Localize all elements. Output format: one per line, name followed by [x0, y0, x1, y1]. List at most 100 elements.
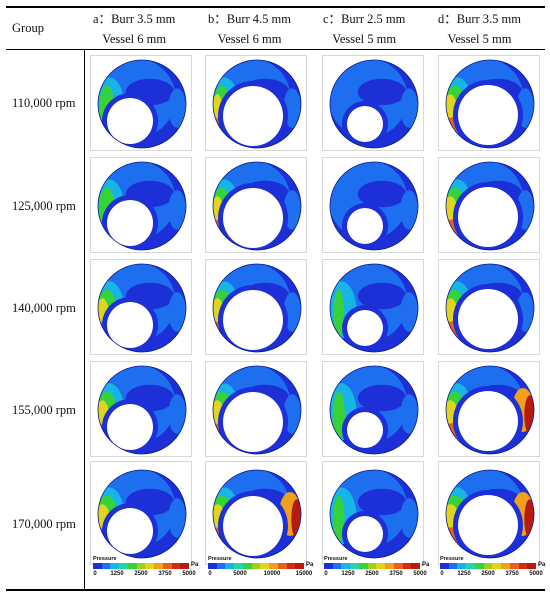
legend-tick-label: 5000 [233, 571, 247, 577]
legend-tick-label: 0 [440, 571, 444, 577]
pressure-contour-plot [90, 361, 192, 457]
legend-tick-label: 0 [208, 571, 212, 577]
group-header: Group [12, 21, 44, 35]
legend-title: Pressure [324, 556, 348, 562]
colorbar-segment [145, 563, 155, 569]
legend-tick-label: 5000 [413, 571, 427, 577]
header-rule [6, 49, 545, 50]
legend-title: Pressure [93, 556, 117, 562]
colorbar-segment [101, 563, 111, 569]
legend-tick-label: 5000 [529, 571, 543, 577]
legend-tick-label: 2500 [134, 571, 148, 577]
legend-unit: Pa [191, 562, 199, 568]
colorbar-segment [358, 563, 368, 569]
row-label: 110,000 rpm [12, 96, 76, 110]
colorbar-segment [93, 563, 102, 569]
colorbar-segment [162, 563, 172, 569]
pressure-contour-plot [90, 461, 192, 565]
colorbar-segment [171, 563, 181, 569]
pressure-contour-plot [205, 461, 307, 565]
colorbar [208, 563, 305, 569]
colorbar-segment [208, 563, 217, 569]
legend-tick-label: 2500 [365, 571, 379, 577]
colorbar-segment [440, 563, 449, 569]
pressure-contour-plot [90, 157, 192, 253]
colorbar-segment [286, 563, 296, 569]
column-letter: d： [438, 12, 457, 26]
legend-ticks: 0 1250 2500 3750 5000 [438, 571, 542, 581]
colorbar-segment [402, 563, 412, 569]
vessel-size: Vessel 5 mm [332, 32, 397, 46]
legend-unit: Pa [538, 562, 546, 568]
column-divider [84, 50, 85, 590]
column-letter: b： [208, 12, 227, 26]
legend-tick-label: 1250 [457, 571, 471, 577]
colorbar-segment [251, 563, 261, 569]
legend-tick-label: 15000 [295, 571, 313, 577]
colorbar-segment [509, 563, 519, 569]
pressure-contour-plot [205, 361, 307, 457]
colorbar-segment [260, 563, 270, 569]
colorbar-segment [295, 563, 305, 569]
row-label: 140,000 rpm [12, 301, 76, 315]
pressure-contour-plot [205, 157, 307, 253]
colorbar-segment [136, 563, 146, 569]
colorbar-segment [492, 563, 502, 569]
row-label: 170,000 rpm [12, 517, 76, 531]
legend-unit: Pa [306, 562, 314, 568]
colorbar-segment [324, 563, 333, 569]
colorbar-segment [154, 563, 163, 569]
row-label: 155,000 rpm [12, 403, 76, 417]
legend-tick-label: 3750 [389, 571, 403, 577]
colorbar [93, 563, 190, 569]
colorbar-segment [474, 563, 484, 569]
colorbar-segment [350, 563, 359, 569]
colorbar-segment [457, 563, 467, 569]
colorbar-segment [376, 563, 386, 569]
colorbar-segment [483, 563, 493, 569]
legend-ticks: 0 5000 10000 15000 [206, 571, 313, 581]
column-letter: c： [323, 12, 342, 26]
pressure-contour-plot [205, 259, 307, 355]
pressure-contour-plot [322, 259, 424, 355]
bottom-rule [6, 589, 545, 591]
colorbar-segment [332, 563, 342, 569]
legend-unit: Pa [422, 562, 430, 568]
legend-tick-label: 10000 [263, 571, 281, 577]
burr-size: Burr 2.5 mm [341, 12, 406, 26]
colorbar-segment [367, 563, 377, 569]
pressure-legend-d: Pressure Pa 0 1250 2500 3750 5000 [438, 556, 548, 582]
pressure-contour-plot [438, 461, 540, 565]
pressure-contour-plot [438, 55, 540, 151]
colorbar-segment [127, 563, 137, 569]
legend-tick-label: 3750 [158, 571, 172, 577]
colorbar-segment [518, 563, 528, 569]
colorbar-segment [341, 563, 351, 569]
legend-tick-label: 0 [93, 571, 97, 577]
pressure-contour-plot [438, 361, 540, 457]
colorbar-segment [466, 563, 475, 569]
legend-tick-label: 2500 [481, 571, 495, 577]
vessel-size: Vessel 5 mm [447, 32, 512, 46]
colorbar-segment [393, 563, 403, 569]
column-header-c: c：Burr 2.5 mm Vessel 5 mm [323, 10, 405, 48]
colorbar-segment [527, 563, 537, 569]
pressure-contour-plot [438, 157, 540, 253]
burr-size: Burr 3.5 mm [456, 12, 521, 26]
legend-ticks: 0 1250 2500 3750 5000 [91, 571, 195, 581]
colorbar-segment [234, 563, 243, 569]
legend-tick-label: 5000 [182, 571, 196, 577]
top-rule [6, 6, 545, 8]
colorbar-segment [411, 563, 421, 569]
pressure-legend-a: Pressure Pa 0 1250 2500 3750 5000 [91, 556, 201, 582]
burr-size: Burr 3.5 mm [111, 12, 176, 26]
column-header-b: b：Burr 4.5 mm Vessel 6 mm [208, 10, 291, 48]
colorbar-segment [242, 563, 252, 569]
column-header-a: a：Burr 3.5 mm Vessel 6 mm [93, 10, 175, 48]
colorbar-segment [119, 563, 128, 569]
legend-ticks: 0 1250 2500 3750 5000 [322, 571, 426, 581]
pressure-contour-plot [322, 461, 424, 565]
burr-size: Burr 4.5 mm [226, 12, 291, 26]
row-label: 125,000 rpm [12, 199, 76, 213]
pressure-legend-b: Pressure Pa 0 5000 10000 15000 [206, 556, 316, 582]
